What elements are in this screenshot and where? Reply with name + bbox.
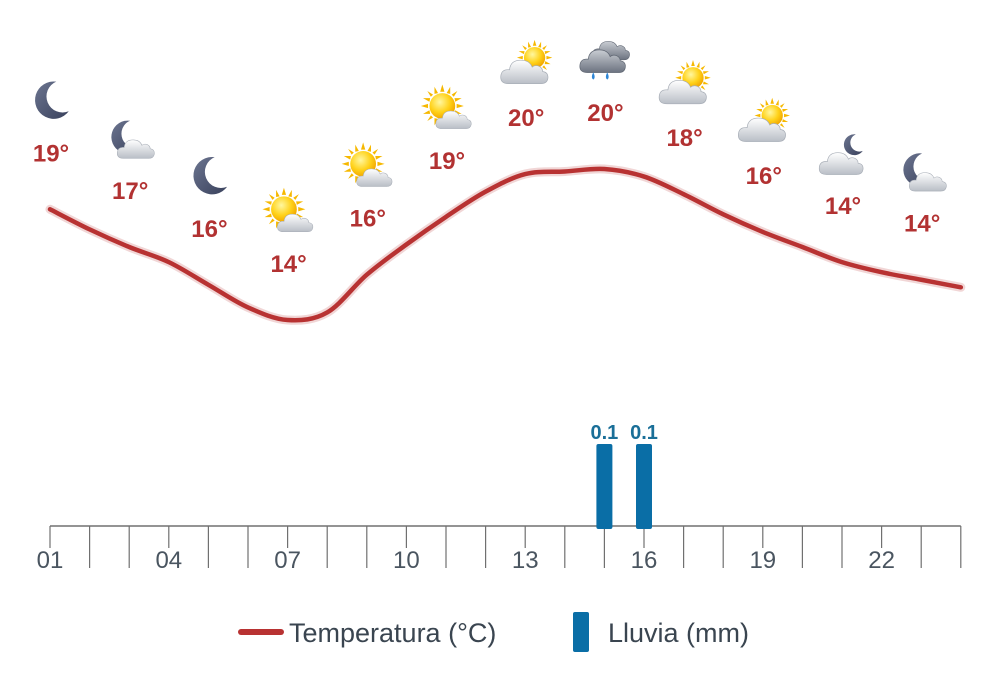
temperature-line (47, 166, 964, 323)
temperature-line-halo (45, 164, 966, 325)
legend-rain-swatch (573, 612, 589, 652)
rain-series: 0.1 0.1 (590, 422, 658, 529)
rain-bar (636, 444, 652, 529)
cloud-moon-icon (819, 134, 863, 174)
temperature-label: 19° (429, 148, 465, 175)
temperature-label: 19° (33, 140, 69, 167)
temperature-label: 16° (746, 163, 782, 190)
moon-cloud-icon (903, 153, 946, 191)
legend: Temperatura (°C) Lluvia (mm) (238, 612, 749, 652)
rain-cloud-icon (580, 41, 630, 79)
temperature-label: 20° (587, 100, 623, 127)
temperature-label: 16° (191, 216, 227, 243)
weather-icons (35, 40, 946, 232)
sun-cloud-icon (342, 142, 392, 186)
temperature-label: 14° (270, 251, 306, 278)
temperature-label: 18° (666, 125, 702, 152)
temperature-labels: 19° 17° 16° 14° 16° 19° 20° 20° 18° 16° 14° 14° (33, 100, 940, 278)
temperature-label: 14° (825, 193, 861, 220)
x-tick-label: 13 (512, 547, 539, 574)
moon-cloud-icon (111, 121, 154, 159)
sun-cloud-icon (421, 85, 471, 129)
temperature-label: 16° (350, 206, 386, 233)
legend-temperature-label: Temperatura (°C) (289, 618, 496, 648)
x-tick-label: 16 (631, 547, 658, 574)
temperature-label: 20° (508, 105, 544, 132)
temperature-label: 17° (112, 178, 148, 205)
cloud-sun-icon (738, 98, 790, 142)
sun-cloud-icon (262, 188, 312, 232)
x-tick-label: 04 (155, 547, 182, 574)
temperature-label: 14° (904, 211, 940, 238)
x-tick-label: 22 (868, 547, 895, 574)
moon-icon (193, 157, 227, 194)
rain-value-label: 0.1 (590, 422, 618, 444)
legend-rain-label: Lluvia (mm) (608, 618, 749, 648)
x-tick-label: 01 (37, 547, 64, 574)
x-tick-label: 19 (749, 547, 776, 574)
temperature-series (45, 164, 966, 325)
cloud-sun-icon (659, 60, 711, 104)
moon-icon (35, 81, 69, 118)
rain-bar (596, 444, 613, 529)
x-tick-label: 07 (274, 547, 301, 574)
rain-value-label: 0.1 (630, 422, 658, 444)
x-axis: 01 04 07 10 13 16 19 22 (37, 525, 962, 574)
cloud-sun-icon (501, 40, 553, 84)
x-tick-label: 10 (393, 547, 420, 574)
